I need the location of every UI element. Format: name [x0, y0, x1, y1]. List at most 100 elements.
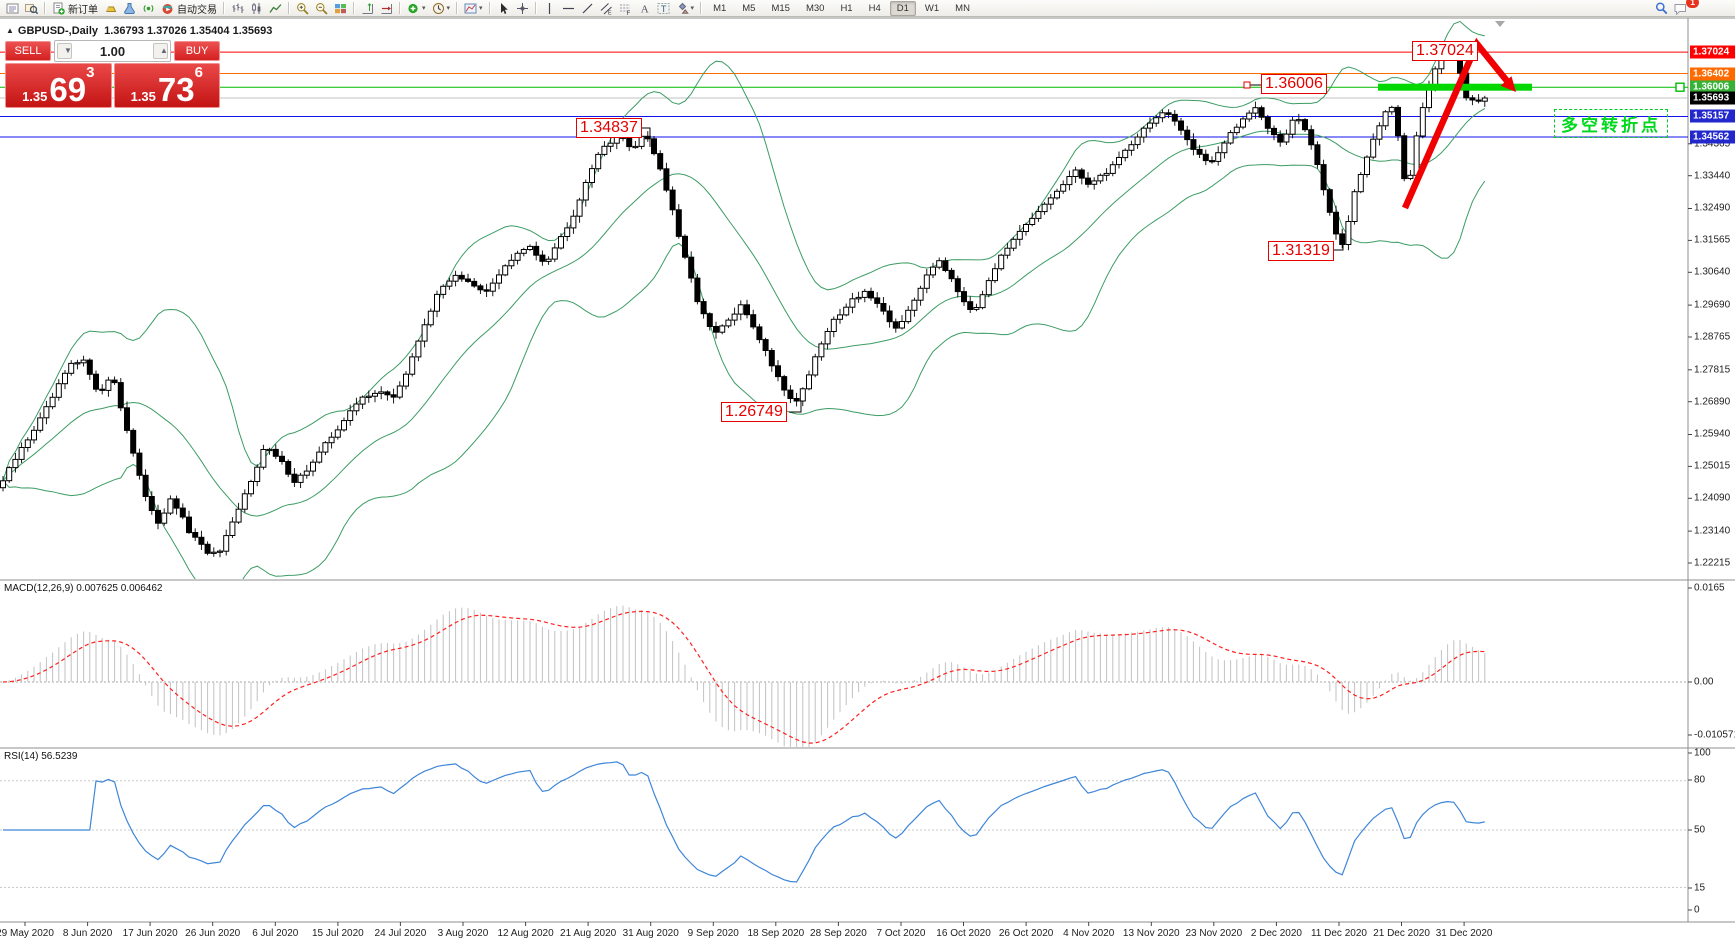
date-label: 31 Aug 2020 [622, 928, 679, 939]
svg-text:A: A [640, 3, 648, 15]
indicator-tick: 15 [1694, 882, 1706, 894]
bar-chart-icon[interactable] [229, 1, 246, 16]
gold-icon[interactable] [102, 1, 119, 16]
volume-increase-button[interactable]: ▲ [153, 43, 168, 59]
timeframe-button-d1[interactable]: D1 [889, 0, 916, 16]
signal-icon[interactable] [140, 1, 157, 16]
price-level-tag: 1.35157 [1690, 109, 1735, 123]
chinese-note-annotation[interactable]: 多空转折点 [1554, 109, 1668, 138]
horizontal-level-lines[interactable] [0, 51, 1688, 138]
macd-signal-line [2, 610, 1485, 744]
price-tick: 1.31565 [1694, 234, 1731, 246]
flask-icon[interactable] [121, 1, 138, 16]
chart-shift-icon[interactable] [378, 1, 395, 16]
pane-borders [0, 17, 1735, 923]
bollinger-middle-band [2, 107, 1486, 517]
date-label: 2 Dec 2020 [1250, 928, 1302, 939]
cursor-icon[interactable] [495, 1, 512, 16]
shapes-icon[interactable]: ▾ [674, 1, 697, 16]
sell-button[interactable]: SELL [5, 41, 51, 61]
trendline-icon[interactable] [579, 1, 596, 16]
search-icon[interactable] [1653, 1, 1670, 16]
crosshair-icon[interactable] [514, 1, 531, 16]
channel-icon[interactable]: E [598, 1, 615, 16]
price-tick: 1.25015 [1694, 460, 1731, 472]
tile-windows-icon[interactable] [332, 1, 349, 16]
auto-scroll-icon[interactable] [359, 1, 376, 16]
svg-text:F: F [626, 11, 630, 15]
indicator-tick: 0.00 [1694, 676, 1714, 688]
new-order-icon[interactable]: 新订单 [50, 1, 100, 16]
price-callout-label[interactable]: 1.31319 [1268, 241, 1334, 261]
price-callout-label[interactable]: 1.34837 [576, 118, 642, 138]
chart-list-icon[interactable] [4, 1, 21, 16]
date-label: 16 Oct 2020 [936, 928, 991, 939]
date-label: 29 May 2020 [0, 928, 54, 939]
sell-price-quote[interactable]: 1.35 69 3 [5, 63, 112, 108]
volume-value[interactable]: 1.00 [99, 43, 126, 59]
timeframe-button-mn[interactable]: MN [955, 2, 970, 14]
sell-price-sup: 3 [86, 64, 95, 81]
sell-price-big: 69 [49, 71, 87, 108]
timeframe-button-m15[interactable]: M15 [771, 2, 790, 14]
price-tick: 1.26890 [1694, 396, 1731, 408]
timeframe-button-m1[interactable]: M1 [713, 2, 727, 14]
profile-icon[interactable] [23, 1, 40, 16]
buy-price-quote[interactable]: 1.35 73 6 [113, 63, 220, 108]
volume-decrease-button[interactable]: ▼ [57, 43, 72, 59]
period-clock-icon[interactable]: ▾ [430, 1, 453, 16]
horizontal-line-icon[interactable] [560, 1, 577, 16]
date-label: 15 Jul 2020 [311, 928, 364, 939]
volume-stepper: ▼ 1.00 ▲ [54, 40, 171, 62]
fibonacci-icon[interactable]: F [617, 1, 634, 16]
macd-indicator-label: MACD(12,26,9) 0.007625 0.006462 [4, 583, 163, 594]
date-label: 28 Sep 2020 [810, 928, 867, 939]
template-icon[interactable]: ▾ [462, 1, 485, 16]
timeframe-button-m5[interactable]: M5 [742, 2, 756, 14]
autotrade-icon[interactable]: 自动交易 [159, 1, 219, 16]
price-callout-label[interactable]: 1.36006 [1261, 74, 1327, 94]
price-tick: 1.24090 [1694, 492, 1731, 504]
chat-icon[interactable]: 1 [1672, 0, 1699, 16]
date-label: 6 Jul 2020 [252, 928, 299, 939]
price-level-tag: 1.36006 [1690, 80, 1735, 94]
line-chart-icon[interactable] [267, 1, 284, 16]
buy-price-big: 73 [157, 71, 195, 108]
price-tick: 1.33440 [1694, 170, 1731, 182]
timeframe-button-h1[interactable]: H1 [840, 2, 853, 14]
add-indicator-icon[interactable]: ▾ [405, 1, 428, 16]
price-tick: 1.34365 [1694, 138, 1731, 150]
price-level-tag: 1.37024 [1690, 45, 1735, 59]
label-icon[interactable]: T [655, 1, 672, 16]
date-label: 9 Sep 2020 [687, 928, 739, 939]
candlestick-icon[interactable] [248, 1, 265, 16]
svg-text:E: E [608, 10, 612, 15]
date-label: 26 Jun 2020 [185, 928, 241, 939]
timeframe-button-h4[interactable]: H4 [868, 2, 881, 14]
date-label: 11 Dec 2020 [1310, 928, 1367, 939]
rsi-line [3, 761, 1485, 883]
price-level-tag: 1.35693 [1690, 91, 1735, 105]
zoom-out-icon[interactable] [313, 1, 330, 16]
scroll-end-marker [1495, 21, 1505, 27]
toolbar-separator [534, 2, 537, 14]
zoom-in-icon[interactable] [294, 1, 311, 16]
timeframe-button-w1[interactable]: W1 [924, 2, 940, 14]
trendline-handle[interactable] [1675, 82, 1685, 92]
toolbar-separator [456, 2, 459, 14]
buy-button[interactable]: BUY [174, 41, 220, 61]
price-callout-label[interactable]: 1.26749 [721, 402, 787, 422]
timeframe-button-m30[interactable]: M30 [805, 2, 825, 14]
rsi-indicator-label: RSI(14) 56.5239 [4, 751, 78, 762]
toolbar-separator [44, 2, 46, 14]
collapse-triangle-icon[interactable]: ▲ [6, 26, 14, 35]
text-icon[interactable]: A [636, 1, 653, 16]
indicator-tick: 50 [1694, 824, 1706, 836]
toolbar-separator [488, 2, 491, 14]
macd-histogram [8, 605, 1486, 747]
date-label: 17 Jun 2020 [122, 928, 178, 939]
vertical-line-icon[interactable] [541, 1, 558, 16]
price-callout-label[interactable]: 1.37024 [1412, 41, 1478, 61]
